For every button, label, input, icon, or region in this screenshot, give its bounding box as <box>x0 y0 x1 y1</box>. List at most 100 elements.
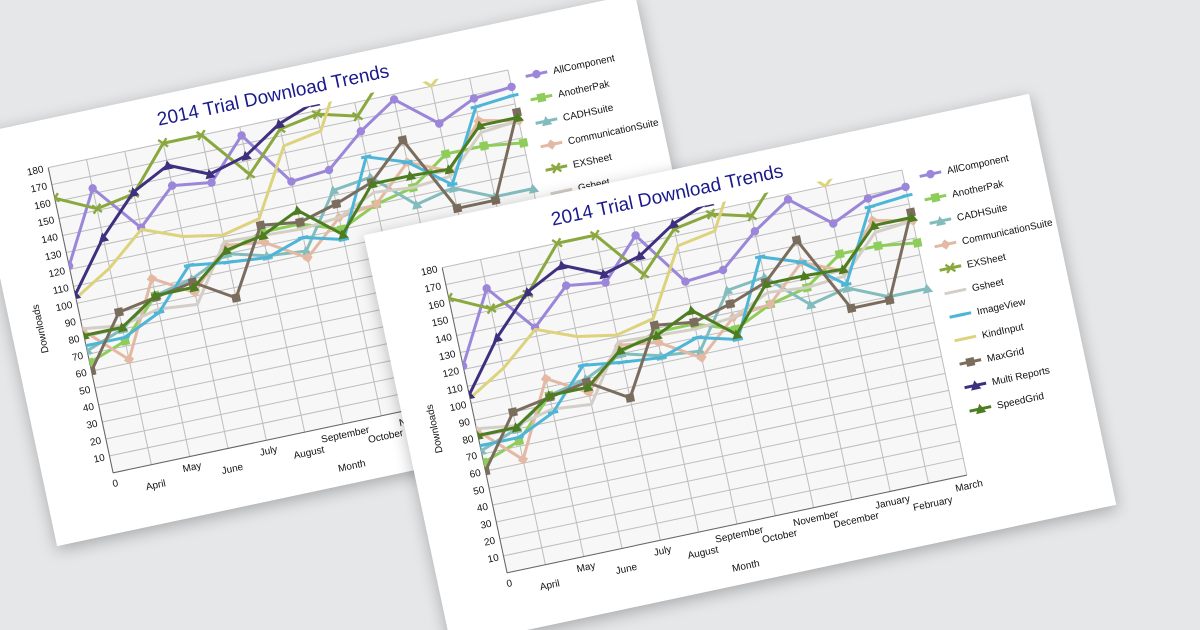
front-hgrid-line <box>474 322 935 421</box>
back-data-point-imageview <box>153 309 165 316</box>
back-data-point-exsheet <box>351 110 364 122</box>
front-y-tick-label: 10 <box>487 552 501 565</box>
front-hgrid-line <box>499 440 960 540</box>
front-data-point-cadhsuite <box>723 285 734 296</box>
back-data-point-multi-reports <box>129 186 140 198</box>
back-data-point-imageview <box>470 104 482 110</box>
back-data-point-imageview <box>338 236 350 243</box>
back-x-tick-label: 0 <box>112 478 120 490</box>
front-data-point-cadhsuite <box>806 299 817 310</box>
back-data-point-allcomponent <box>324 165 334 175</box>
back-data-point-speedgrid <box>151 290 162 301</box>
back-data-point-allcomponent <box>469 94 479 103</box>
back-y-tick-label: 50 <box>78 385 92 398</box>
front-data-point-imageview <box>656 354 667 361</box>
front-data-point-anotherpak <box>834 249 845 260</box>
front-series-allcomponent <box>458 182 910 371</box>
front-data-point-speedgrid <box>583 382 594 393</box>
back-data-point-speedgrid <box>367 178 378 190</box>
front-x-tick-label: May <box>576 560 597 575</box>
back-data-point-anotherpak <box>440 149 451 160</box>
front-data-point-imageview <box>840 282 852 288</box>
back-data-point-speedgrid <box>444 164 455 175</box>
front-data-point-allcomponent <box>783 195 793 204</box>
front-data-point-exsheet <box>705 208 717 220</box>
back-y-tick-label: 40 <box>82 402 96 415</box>
front-data-point-communicationsuite <box>765 299 776 310</box>
front-data-point-multi-reports <box>635 250 646 261</box>
front-y-tick-label: 30 <box>480 519 494 532</box>
back-data-point-speedgrid <box>338 229 349 240</box>
chart-card-front: 2014 Trial Download Trends 10 20 30 40 50 60 70… <box>363 93 1117 630</box>
back-data-point-multi-reports <box>337 42 349 53</box>
front-x-tick-label: July <box>653 544 673 558</box>
back-x-tick-label: June <box>221 462 245 477</box>
front-data-point-speedgrid <box>732 329 743 340</box>
front-y-tick-label: 130 <box>438 349 457 363</box>
front-y-tick-label: 110 <box>446 383 464 397</box>
front-y-tick-label: 170 <box>424 281 443 295</box>
front-legend-marker-multi-reports <box>971 380 982 391</box>
back-data-point-allcomponent <box>207 178 216 187</box>
front-hgrid-line <box>496 423 957 523</box>
front-data-point-allcomponent <box>901 182 910 192</box>
back-data-point-allcomponent <box>389 95 399 104</box>
front-hgrid-line <box>478 339 939 438</box>
back-y-tick-labels: 10 20 30 40 50 60 70 80 90 100 110 120 130 140 150 160 1… <box>26 164 106 465</box>
front-y-tick-labels: 10 20 30 40 50 60 70 80 90 100 110 120 130 140 150 160 1… <box>420 264 501 565</box>
front-hgrid-line <box>488 389 949 489</box>
back-data-point-speedgrid <box>406 170 417 181</box>
back-series-line-gsheet <box>80 119 521 331</box>
front-legend-swatch-gsheet <box>944 287 967 296</box>
back-data-point-cadhsuite <box>528 183 540 194</box>
front-x-tick-label: April <box>539 578 561 593</box>
back-legend-marker-anotherpak <box>536 92 547 103</box>
back-data-point-exsheet <box>244 168 256 181</box>
back-data-point-imageview <box>223 259 234 265</box>
front-data-point-multi-reports <box>523 286 534 298</box>
front-data-point-communicationsuite <box>540 373 551 384</box>
back-legend-swatch-gsheet <box>550 187 573 196</box>
back-data-point-cadhsuite <box>412 199 423 210</box>
front-data-point-communicationsuite <box>517 454 529 465</box>
back-x-tick-label: May <box>182 460 203 475</box>
back-y-tick-label: 30 <box>86 419 100 432</box>
front-hgrid-line <box>492 406 953 506</box>
back-y-tick-label: 80 <box>68 334 82 347</box>
back-y-tick-label: 60 <box>75 368 89 381</box>
front-data-point-imageview <box>512 435 524 441</box>
front-y-tick-label: 60 <box>469 468 483 481</box>
front-legend-marker-cadhsuite <box>936 215 947 227</box>
back-data-point-speedgrid <box>513 112 524 123</box>
back-data-point-maxgrid <box>490 195 501 206</box>
front-x-tick-label: June <box>615 562 639 577</box>
front-data-point-maxgrid <box>905 207 916 218</box>
front-data-point-allcomponent <box>750 227 760 236</box>
back-data-point-multi-reports <box>98 232 110 243</box>
back-data-point-communicationsuite <box>302 252 313 263</box>
back-data-point-allcomponent <box>167 181 177 190</box>
front-data-point-speedgrid <box>761 278 772 290</box>
back-y-tick-label: 90 <box>64 317 78 330</box>
front-y-tick-label: 140 <box>434 332 453 346</box>
front-hgrid-line <box>481 355 942 455</box>
back-data-point-maxgrid <box>231 292 242 303</box>
front-series-group <box>443 162 934 477</box>
front-series-gsheet <box>474 219 915 431</box>
front-data-point-multi-reports <box>599 269 610 280</box>
front-data-point-speedgrid <box>907 212 918 223</box>
front-y-axis-line <box>441 267 508 573</box>
front-data-point-maxgrid <box>846 303 857 314</box>
back-data-point-communicationsuite <box>123 354 135 365</box>
front-data-point-imageview <box>796 259 807 265</box>
front-series-kindinput <box>468 162 895 400</box>
back-data-point-allcomponent <box>435 119 444 128</box>
front-data-point-exsheet <box>638 268 650 281</box>
back-data-point-imageview <box>360 154 372 160</box>
front-data-point-speedgrid <box>615 345 626 356</box>
back-y-tick-label: 20 <box>89 435 103 448</box>
back-data-point-anotherpak <box>518 137 529 148</box>
back-data-point-communicationsuite <box>371 199 382 210</box>
back-hgrid-line <box>51 86 512 186</box>
